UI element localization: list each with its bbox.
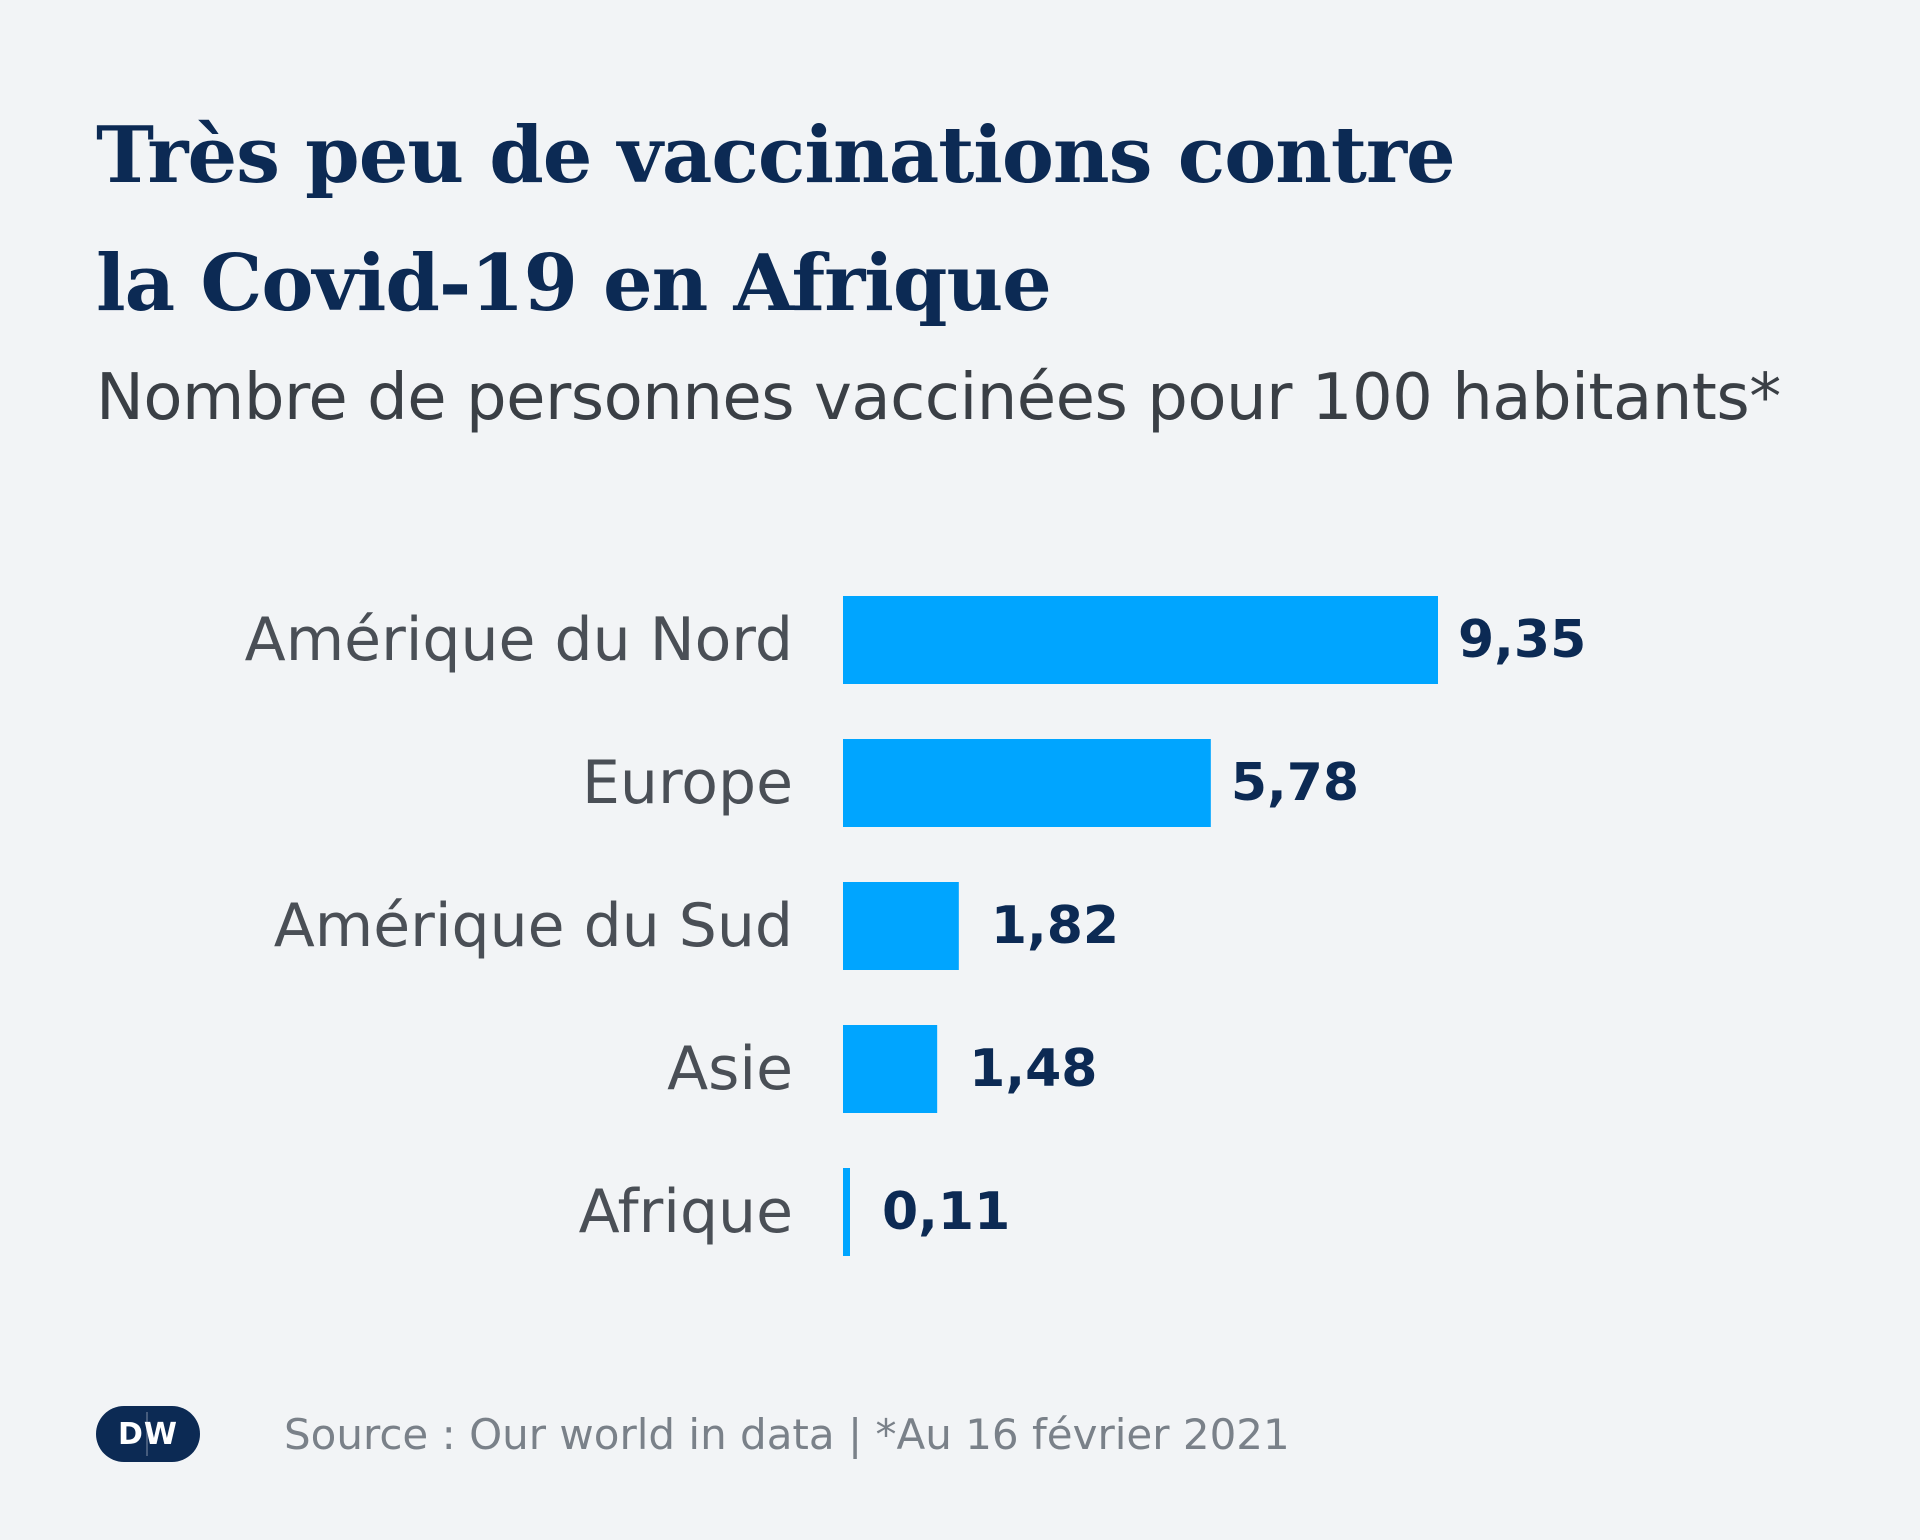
category-label-afrique: Afrique — [579, 1177, 793, 1247]
value-label-europe: 5,78 — [1231, 753, 1359, 813]
title-line-1: Très peu de vaccinations contre — [96, 110, 1456, 201]
footer: DW Source : Our world in data | *Au 16 f… — [96, 1398, 1290, 1470]
category-label-asie: Asie — [667, 1034, 793, 1104]
bar-europe — [843, 739, 1211, 827]
source-note: Source : Our world in data | *Au 16 févr… — [284, 1409, 1290, 1459]
value-label-amerique-du-sud: 1,82 — [991, 896, 1119, 956]
dw-logo: DW — [96, 1406, 200, 1462]
value-label-amerique-du-nord: 9,35 — [1458, 610, 1586, 670]
title-line-2: la Covid-19 en Afrique — [96, 238, 1052, 329]
bar-amerique-du-sud — [843, 882, 959, 970]
bar-chart: Amérique du Nord 9,35 Europe 5,78 Amérique d… — [245, 596, 1586, 1256]
chart-title: Très peu de vaccinations contre la Covid… — [96, 92, 1456, 348]
dw-logo-text: DW — [118, 1416, 178, 1452]
bar-amerique-du-nord — [843, 596, 1438, 684]
chart-subtitle: Nombre de personnes vaccinées pour 100 h… — [96, 361, 1781, 435]
bar-asie — [843, 1025, 938, 1113]
category-label-amerique-du-sud: Amérique du Sud — [274, 891, 793, 961]
bar-afrique — [843, 1168, 850, 1256]
category-label-europe: Europe — [582, 748, 793, 818]
category-label-amerique-du-nord: Amérique du Nord — [245, 605, 793, 675]
value-label-asie: 1,48 — [969, 1039, 1097, 1099]
value-label-afrique: 0,11 — [882, 1182, 1010, 1242]
